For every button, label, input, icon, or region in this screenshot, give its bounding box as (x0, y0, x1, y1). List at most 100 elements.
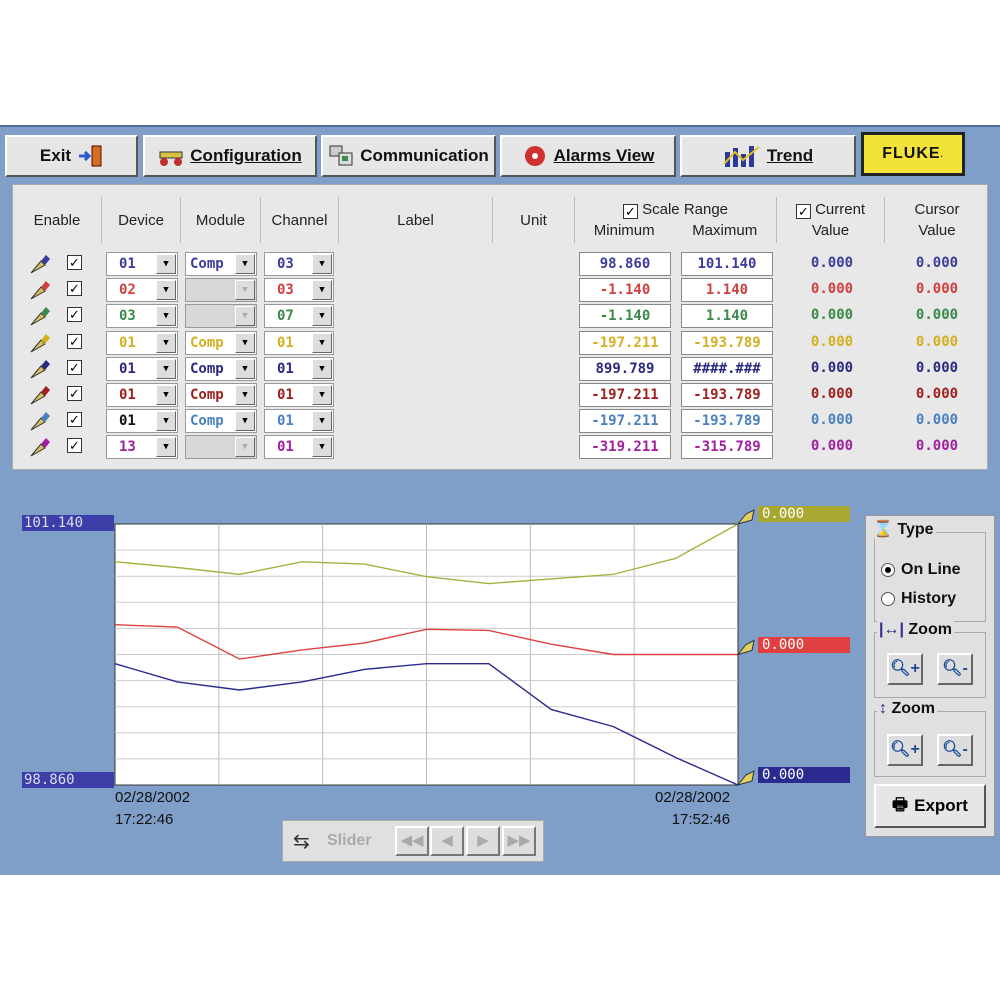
history-radio[interactable]: History (881, 590, 956, 608)
scale-maximum-input[interactable]: 1.140 (681, 278, 773, 303)
cursor-value: 0.000 (915, 412, 959, 429)
device-dropdown[interactable]: 01 ▼ (106, 330, 178, 355)
channel-dropdown[interactable]: 01 ▼ (264, 409, 334, 434)
rewind-button[interactable]: ◀◀ (395, 826, 429, 856)
channel-dropdown[interactable]: 03 ▼ (264, 252, 334, 276)
chevron-down-icon: ▼ (156, 254, 176, 274)
chevron-down-icon: ▼ (312, 306, 332, 327)
x-start-label: 02/28/2002 17:22:46 (115, 787, 190, 831)
pen-icon[interactable] (29, 436, 51, 458)
step-forward-button[interactable]: ▶ (466, 826, 500, 856)
trend-chart[interactable] (0, 127, 1000, 877)
scale-minimum-input[interactable]: -197.211 (579, 383, 671, 407)
online-radio[interactable]: On Line (881, 561, 961, 579)
scale-minimum-input[interactable]: 98.860 (579, 252, 671, 276)
enable-checkbox[interactable]: ✓ (67, 255, 82, 270)
channel-dropdown[interactable]: 07 ▼ (264, 304, 334, 329)
channel-dropdown[interactable]: 01 ▼ (264, 435, 334, 460)
scale-range-checkbox[interactable]: ✓ (622, 204, 638, 219)
horizontal-zoom-in-button[interactable]: 🔍︎+ (887, 653, 923, 685)
module-dropdown[interactable]: ▼ (185, 304, 257, 329)
header-label: Label (339, 197, 493, 243)
channel-value: 07 (277, 308, 294, 325)
enable-checkbox[interactable]: ✓ (67, 438, 82, 454)
chevron-down-icon: ▼ (312, 411, 332, 432)
module-dropdown[interactable]: Comp ▼ (185, 409, 257, 434)
channel-dropdown[interactable]: 01 ▼ (264, 330, 334, 355)
module-dropdown[interactable]: Comp ▼ (185, 330, 257, 355)
communication-label: Communication (360, 146, 489, 165)
scale-maximum-input[interactable]: ####.### (681, 356, 773, 381)
device-dropdown[interactable]: 01 ▼ (106, 383, 178, 407)
current-value-checkbox[interactable]: ✓ (795, 204, 811, 219)
scale-minimum-input[interactable]: -197.211 (579, 330, 671, 355)
channel-dropdown[interactable]: 03 ▼ (264, 278, 334, 303)
pen-icon[interactable] (29, 279, 51, 301)
device-dropdown[interactable]: 01 ▼ (106, 409, 178, 434)
vertical-zoom-in-button[interactable]: 🔍︎+ (887, 734, 923, 766)
chevron-down-icon: ▼ (235, 358, 255, 379)
export-label: Export (914, 796, 968, 815)
scale-maximum-input[interactable]: -193.789 (681, 409, 773, 434)
enable-checkbox[interactable]: ✓ (67, 281, 82, 297)
module-dropdown[interactable]: ▼ (185, 435, 257, 460)
device-dropdown[interactable]: 01 ▼ (106, 356, 178, 381)
type-group: ⌛ Type On Line History (871, 519, 986, 622)
scale-maximum-input[interactable]: -193.789 (681, 383, 773, 407)
module-dropdown[interactable]: Comp ▼ (185, 252, 257, 276)
x-start-date: 02/28/2002 (115, 789, 191, 806)
horizontal-zoom-out-button[interactable]: 🔍︎- (937, 653, 973, 685)
scale-maximum-input[interactable]: 1.140 (681, 304, 773, 329)
vertical-zoom-out-button[interactable]: 🔍︎- (937, 734, 973, 766)
scale-maximum-input[interactable]: 101.140 (681, 252, 773, 276)
header-maximum: Maximum (692, 222, 758, 239)
scale-minimum-input[interactable]: -1.140 (579, 304, 671, 329)
y-axis-max-label: 101.140 (22, 515, 114, 531)
pen-icon[interactable] (29, 410, 51, 432)
hourglass-calendar-icon: ⌛ (873, 521, 893, 538)
enable-checkbox[interactable]: ✓ (67, 333, 82, 349)
enable-checkbox[interactable]: ✓ (67, 307, 82, 323)
channel-dropdown[interactable]: 01 ▼ (264, 383, 334, 407)
enable-checkbox[interactable]: ✓ (67, 386, 82, 401)
device-dropdown[interactable]: 02 ▼ (106, 278, 178, 303)
step-back-button[interactable]: ◀ (430, 826, 464, 856)
enable-checkbox[interactable]: ✓ (67, 412, 82, 428)
pen-icon[interactable] (29, 253, 51, 275)
channel-value: 01 (277, 360, 294, 377)
scale-minimum-input[interactable]: -1.140 (579, 278, 671, 303)
vertical-zoom-group: ↕ Zoom 🔍︎+ 🔍︎- (874, 700, 986, 777)
communication-button[interactable]: Communication (321, 135, 496, 177)
pen-icon[interactable] (29, 384, 51, 406)
scale-minimum-input[interactable]: -197.211 (579, 409, 671, 434)
pen-icon[interactable] (29, 358, 51, 380)
export-button[interactable]: 🖶 Export (874, 784, 986, 828)
type-label: ⌛ Type (871, 519, 936, 539)
fast-forward-button[interactable]: ▶▶ (502, 826, 536, 856)
scale-minimum-input[interactable]: 899.789 (579, 356, 671, 381)
channel-row: ✓ 13 ▼ ▼ 01 ▼ -319.211 -315.789 0.000 0.00… (13, 434, 989, 460)
device-dropdown[interactable]: 13 ▼ (106, 435, 178, 460)
module-dropdown[interactable]: ▼ (185, 278, 257, 303)
scale-maximum-input[interactable]: -193.789 (681, 330, 773, 355)
pen-icon[interactable] (29, 305, 51, 327)
device-dropdown[interactable]: 01 ▼ (106, 252, 178, 276)
scale-minimum-input[interactable]: -319.211 (579, 435, 671, 460)
pen-icon[interactable] (29, 332, 51, 354)
enable-checkbox[interactable]: ✓ (67, 359, 82, 375)
device-value: 01 (119, 387, 136, 403)
computer-icon (328, 144, 354, 168)
alarms-view-button[interactable]: Alarms View (500, 135, 676, 177)
scale-maximum-input[interactable]: -315.789 (681, 435, 773, 460)
channel-dropdown[interactable]: 01 ▼ (264, 356, 334, 381)
channel-row: ✓ 01 ▼ Comp ▼ 01 ▼ -197.211 -193.789 0.000 … (13, 382, 989, 408)
y-axis-min-label: 98.860 (22, 772, 114, 788)
module-dropdown[interactable]: Comp ▼ (185, 383, 257, 407)
module-dropdown[interactable]: Comp ▼ (185, 356, 257, 381)
trend-label: Trend (766, 146, 814, 165)
device-dropdown[interactable]: 03 ▼ (106, 304, 178, 329)
configuration-button[interactable]: Configuration (143, 135, 317, 177)
exit-button[interactable]: Exit (5, 135, 138, 177)
trend-button[interactable]: Trend (680, 135, 856, 177)
current-value: 0.000 (810, 281, 854, 298)
